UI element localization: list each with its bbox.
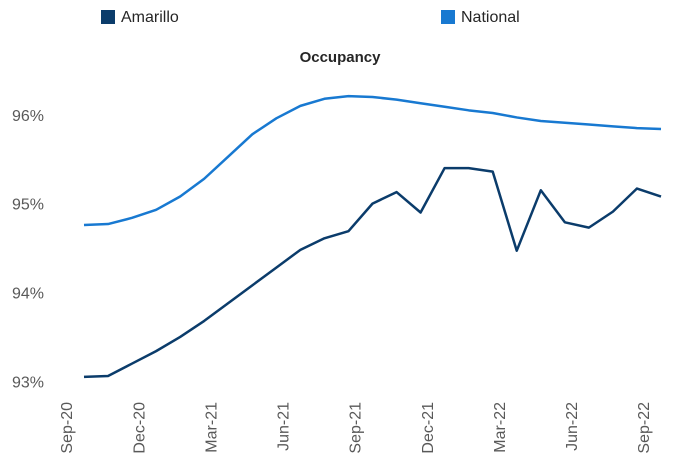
legend-swatch xyxy=(441,10,455,24)
y-tick-label: 96% xyxy=(12,108,44,125)
legend-label: Amarillo xyxy=(121,9,179,26)
y-tick-label: 94% xyxy=(12,285,44,302)
x-tick-label: Dec-20 xyxy=(131,402,148,454)
x-tick-label: Dec-21 xyxy=(420,402,437,454)
y-tick-label: 93% xyxy=(12,374,44,391)
x-tick-label: Jun-21 xyxy=(276,402,293,451)
legend-swatch xyxy=(101,10,115,24)
x-tick-label: Jun-22 xyxy=(564,402,581,451)
series-line xyxy=(83,166,662,379)
x-tick-label: Mar-21 xyxy=(203,402,220,453)
chart-title: Occupancy xyxy=(300,49,382,66)
x-tick-label: Sep-21 xyxy=(348,402,365,454)
legend-label: National xyxy=(461,9,520,26)
x-tick-label: Sep-22 xyxy=(636,402,653,454)
x-tick-label: Mar-22 xyxy=(492,402,509,453)
y-tick-label: 95% xyxy=(12,197,44,214)
series-line xyxy=(83,94,662,227)
x-tick-label: Sep-20 xyxy=(59,402,76,454)
